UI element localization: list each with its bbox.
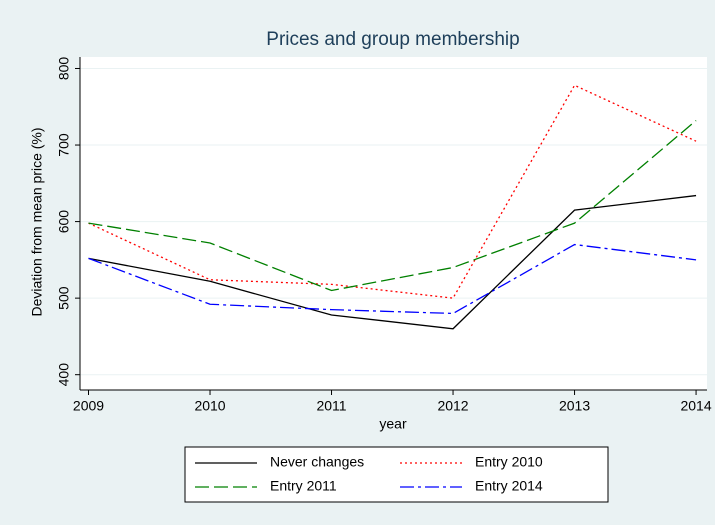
plot-area xyxy=(80,57,707,390)
chart-title: Prices and group membership xyxy=(266,29,519,50)
x-axis-label: year xyxy=(379,416,407,432)
series-line xyxy=(88,120,697,292)
y-tick-label: 700 xyxy=(56,133,72,157)
legend xyxy=(184,446,609,503)
legend-label: Entry 2011 xyxy=(270,478,337,494)
legend-label: Never changes xyxy=(270,454,364,470)
legend-label: Entry 2010 xyxy=(475,454,543,470)
series-line xyxy=(88,84,697,299)
y-tick-label: 400 xyxy=(56,363,72,387)
y-tick-label: 800 xyxy=(56,57,72,81)
series-line xyxy=(88,243,697,315)
y-tick-label: 600 xyxy=(56,210,72,234)
legend-label: Entry 2014 xyxy=(475,478,543,494)
y-axis-label: Deviation from mean price (%) xyxy=(29,127,45,316)
x-tick-label: 2009 xyxy=(73,398,104,414)
x-tick-label: 2014 xyxy=(680,398,711,414)
x-tick-label: 2010 xyxy=(194,398,225,414)
x-tick-label: 2011 xyxy=(316,398,346,414)
x-tick-label: 2012 xyxy=(437,398,468,414)
series-line xyxy=(88,194,697,330)
x-tick-label: 2013 xyxy=(559,398,590,414)
y-tick-label: 500 xyxy=(56,286,72,310)
